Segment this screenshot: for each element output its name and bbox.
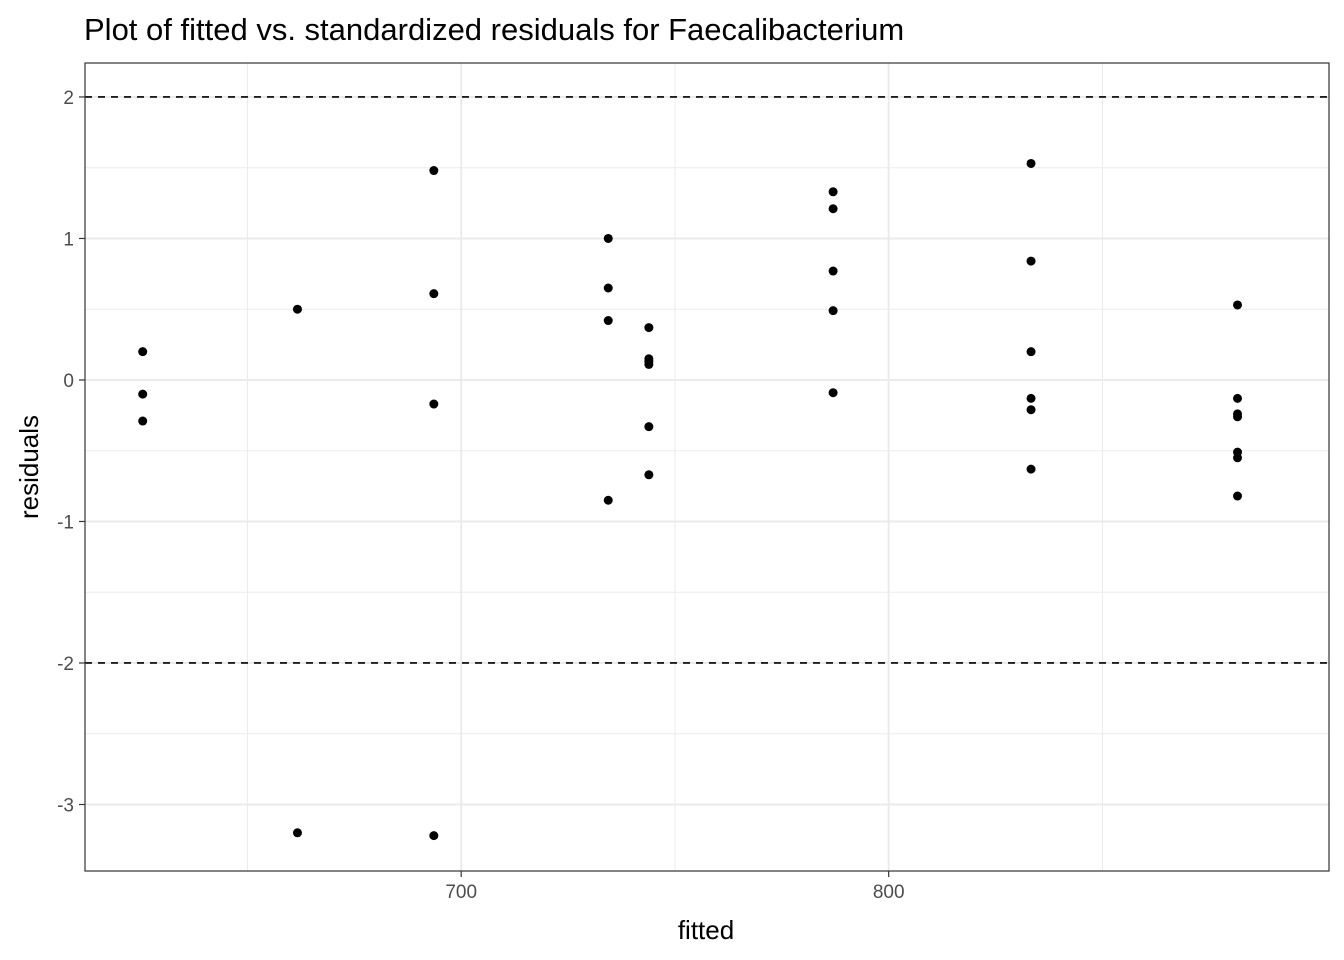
data-point	[828, 187, 838, 197]
data-point	[644, 359, 654, 369]
data-point	[1026, 393, 1036, 403]
data-point	[1233, 393, 1243, 403]
data-point	[292, 828, 302, 838]
data-point	[429, 289, 439, 299]
data-point	[644, 323, 654, 333]
data-point	[828, 306, 838, 316]
data-point	[1233, 300, 1243, 310]
y-tick-label: 0	[63, 371, 74, 392]
y-axis-title: residuals	[14, 415, 44, 519]
x-tick-label: 800	[873, 882, 905, 903]
data-point	[603, 495, 613, 505]
data-point	[828, 204, 838, 214]
data-point	[138, 347, 148, 357]
data-point	[1026, 256, 1036, 266]
data-point	[828, 388, 838, 398]
chart-title: Plot of fitted vs. standardized residual…	[84, 12, 904, 47]
plot-panel	[84, 62, 1330, 872]
y-tick-label: -1	[57, 512, 74, 533]
data-point	[138, 416, 148, 426]
data-point	[292, 304, 302, 314]
data-point	[429, 831, 439, 841]
data-point	[1026, 347, 1036, 357]
data-point	[1233, 491, 1243, 501]
data-point	[1233, 453, 1243, 463]
data-point	[1026, 158, 1036, 168]
data-point	[603, 283, 613, 293]
y-tick-label: -2	[57, 654, 74, 675]
y-tick-label: -3	[57, 795, 74, 816]
data-point	[828, 266, 838, 276]
data-point	[429, 166, 439, 176]
x-axis-title: fitted	[678, 915, 734, 945]
data-point	[1026, 464, 1036, 474]
y-tick-label: 2	[63, 88, 74, 109]
data-point	[644, 470, 654, 480]
data-point	[1233, 412, 1243, 422]
panel-background	[85, 63, 1329, 871]
panel-border	[84, 62, 1330, 872]
data-point	[1026, 405, 1036, 415]
y-tick-label: 1	[63, 229, 74, 250]
data-point	[603, 233, 613, 243]
x-tick-label: 700	[445, 882, 477, 903]
data-point	[644, 422, 654, 432]
data-point	[138, 389, 148, 399]
data-point	[603, 316, 613, 326]
data-point	[429, 399, 439, 409]
